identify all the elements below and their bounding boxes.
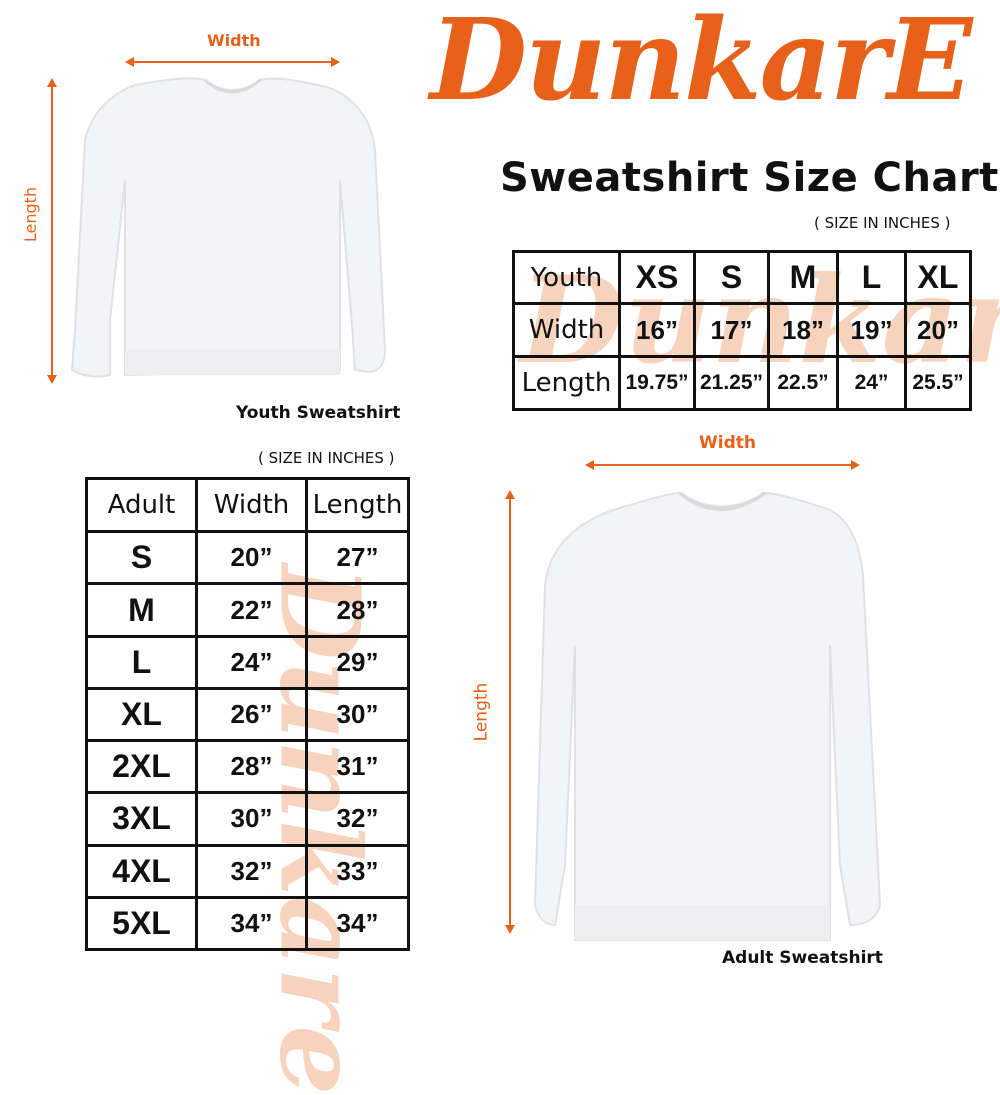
table-header-row: Adult Width Length — [85, 476, 410, 534]
cell: 17” — [693, 302, 770, 358]
cell: 20” — [195, 530, 308, 586]
youth-width-arrow — [125, 57, 340, 67]
cell: 26” — [195, 686, 308, 743]
cell: 21.25” — [693, 355, 770, 411]
youth-caption: Youth Sweatshirt — [236, 403, 401, 423]
row-label: 2XL — [85, 739, 198, 795]
header-cell: XS — [618, 250, 696, 305]
cell: 29” — [305, 634, 410, 690]
row-label: M — [85, 582, 198, 638]
cell: 34” — [195, 895, 308, 952]
cell: 33” — [305, 843, 410, 899]
youth-length-label: Length — [21, 186, 41, 243]
row-label: Length — [512, 355, 621, 411]
header-cell: Youth — [512, 250, 621, 305]
adult-sweatshirt-image — [533, 491, 882, 941]
adult-length-arrow — [505, 490, 515, 934]
cell: 25.5” — [904, 355, 972, 411]
table-header-row: Youth XS S M L XL — [512, 250, 972, 305]
cell: 32” — [305, 791, 410, 847]
row-label: L — [85, 634, 198, 690]
header-cell: S — [693, 250, 770, 305]
adult-length-label: Length — [471, 682, 492, 742]
header-cell: M — [767, 250, 839, 305]
cell: 16” — [618, 302, 696, 358]
cell: 19” — [836, 302, 907, 358]
cell: 22” — [195, 582, 308, 638]
cell: 28” — [305, 582, 410, 638]
table-row: Width 16” 17” 18” 19” 20” — [512, 302, 972, 358]
row-label: Width — [512, 302, 621, 358]
table-row: 3XL 30” 32” — [85, 791, 410, 847]
cell: 22.5” — [767, 355, 839, 411]
cell: 31” — [305, 739, 410, 795]
cell: 28” — [195, 739, 308, 795]
cell: 24” — [836, 355, 907, 411]
cell: 24” — [195, 634, 308, 690]
header-cell: Length — [305, 476, 410, 534]
adult-width-label: Width — [699, 433, 756, 453]
table-row: 2XL 28” 31” — [85, 739, 410, 795]
adult-width-arrow — [585, 460, 860, 470]
header-cell: Width — [195, 476, 308, 534]
row-label: 5XL — [85, 895, 198, 952]
table-row: 5XL 34” 34” — [85, 895, 410, 952]
adult-units-note: ( SIZE IN INCHES ) — [258, 449, 395, 467]
table-row: 4XL 32” 33” — [85, 843, 410, 899]
brand-logo: DunkarE — [430, 0, 973, 126]
youth-length-arrow — [47, 78, 57, 384]
row-label: S — [85, 530, 198, 586]
cell: 34” — [305, 895, 410, 952]
adult-caption: Adult Sweatshirt — [722, 948, 883, 968]
table-row: L 24” 29” — [85, 634, 410, 690]
row-label: XL — [85, 686, 198, 743]
table-row: S 20” 27” — [85, 530, 410, 586]
cell: 32” — [195, 843, 308, 899]
page-title: Sweatshirt Size Chart — [500, 155, 999, 201]
cell: 27” — [305, 530, 410, 586]
youth-size-table: Youth XS S M L XL Width 16” 17” 18” 19” … — [512, 250, 972, 411]
cell: 20” — [904, 302, 972, 358]
youth-sweatshirt-image — [70, 77, 387, 378]
table-row: XL 26” 30” — [85, 686, 410, 743]
header-cell: XL — [904, 250, 972, 305]
header-cell: Adult — [85, 476, 198, 534]
table-row: M 22” 28” — [85, 582, 410, 638]
row-label: 3XL — [85, 791, 198, 847]
row-label: 4XL — [85, 843, 198, 899]
cell: 30” — [305, 686, 410, 743]
adult-size-table: Adult Width Length S 20” 27” M 22” 28” L 24” 29”… — [85, 476, 410, 952]
cell: 30” — [195, 791, 308, 847]
youth-units-note: ( SIZE IN INCHES ) — [814, 214, 951, 232]
youth-width-label: Width — [207, 31, 261, 50]
cell: 18” — [767, 302, 839, 358]
table-row: Length 19.75” 21.25” 22.5” 24” 25.5” — [512, 355, 972, 411]
header-cell: L — [836, 250, 907, 305]
cell: 19.75” — [618, 355, 696, 411]
